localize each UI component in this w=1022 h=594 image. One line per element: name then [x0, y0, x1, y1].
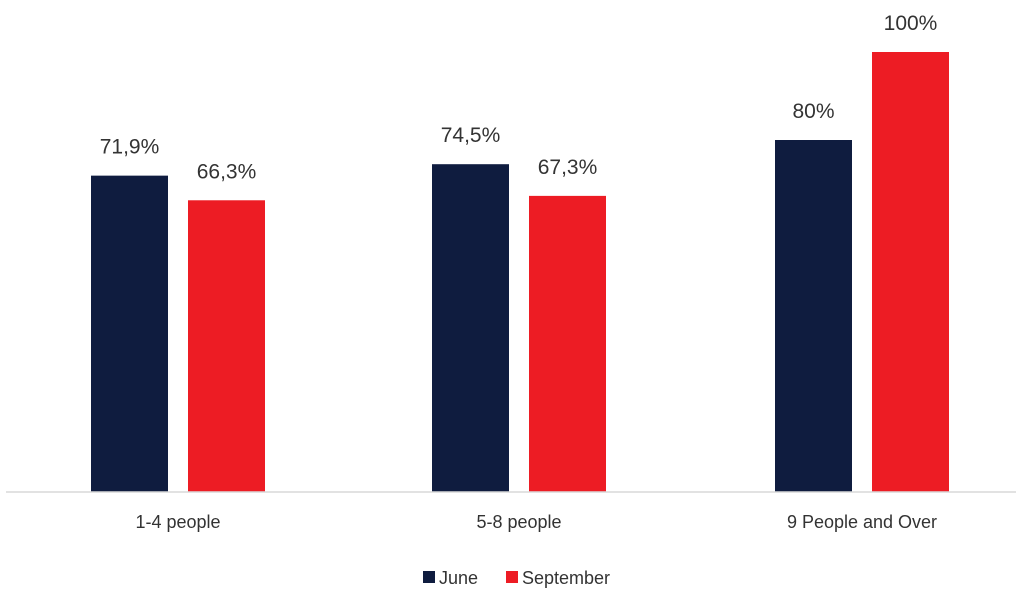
data-label-september-3: 100%	[884, 12, 938, 35]
bar-september-3	[872, 52, 949, 492]
legend: June September	[423, 568, 610, 588]
x-tick-label-3: 9 People and Over	[787, 512, 937, 532]
legend-swatch-june	[423, 571, 435, 583]
bar-september-1	[188, 200, 265, 492]
bar-june-1	[91, 175, 168, 492]
data-label-june-2: 74,5%	[441, 124, 501, 147]
legend-label-june: June	[439, 568, 478, 588]
bars-group	[91, 52, 949, 492]
x-tick-label-1: 1-4 people	[135, 512, 220, 532]
bar-september-2	[529, 195, 606, 492]
legend-label-september: September	[522, 568, 610, 588]
data-label-september-1: 66,3%	[197, 160, 257, 183]
x-tick-labels-group: 1-4 people 5-8 people 9 People and Over	[135, 512, 937, 532]
data-label-june-3: 80%	[792, 100, 834, 123]
bar-june-3	[775, 140, 852, 492]
legend-swatch-september	[506, 571, 518, 583]
x-tick-label-2: 5-8 people	[476, 512, 561, 532]
bar-june-2	[432, 164, 509, 492]
data-label-june-1: 71,9%	[100, 136, 160, 159]
value-labels-group: 71,9% 66,3% 74,5% 67,3% 80% 100%	[100, 12, 938, 183]
data-label-september-2: 67,3%	[538, 156, 598, 179]
